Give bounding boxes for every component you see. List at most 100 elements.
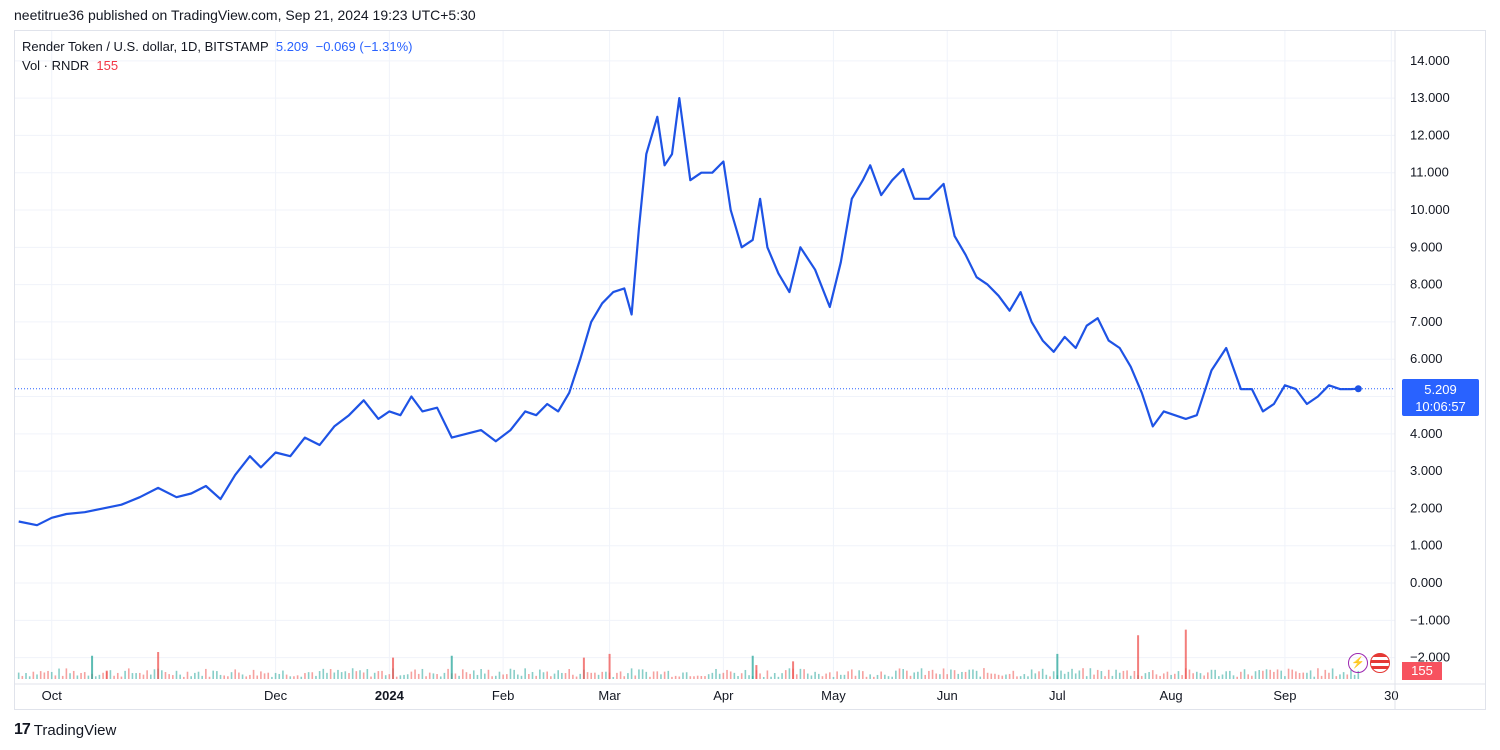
volume-bar: [1287, 668, 1290, 679]
volume-bar: [509, 668, 512, 679]
volume-bar: [865, 676, 868, 679]
tradingview-wordmark: TradingView: [33, 721, 117, 739]
volume-bar: [803, 669, 805, 679]
y-tick-label: 4.000: [1410, 426, 1443, 441]
volume-bar: [491, 676, 493, 679]
volume-bar: [641, 669, 644, 679]
x-tick-label: Jul: [1049, 688, 1066, 703]
volume-bar: [216, 671, 218, 679]
volume-bar: [1034, 673, 1037, 679]
volume-bar: [667, 670, 670, 679]
lightning-icon[interactable]: ⚡: [1348, 653, 1368, 673]
volume-bar: [1232, 675, 1235, 679]
volume-bar: [285, 674, 288, 679]
volume-bar: [810, 675, 813, 679]
volume-bar: [65, 668, 68, 679]
volume-bar: [542, 672, 545, 679]
volume-bar: [1005, 674, 1007, 679]
volume-bar: [876, 674, 879, 679]
volume-bar: [102, 672, 104, 679]
volume-bar: [740, 673, 743, 679]
volume-bar: [726, 669, 728, 679]
volume-bar: [205, 668, 207, 679]
volume-bar: [1162, 673, 1165, 679]
volume-bar: [1118, 672, 1121, 679]
volume-bar: [1302, 672, 1305, 679]
volume-bar: [957, 673, 960, 679]
volume-bar: [1184, 629, 1187, 679]
volume-bar: [1100, 671, 1103, 679]
volume-bar: [234, 669, 237, 679]
volume-bar: [1041, 668, 1044, 679]
legend-symbol[interactable]: Render Token / U.S. dollar, 1D, BITSTAMP: [22, 39, 269, 54]
x-tick-label: Jun: [937, 688, 958, 703]
volume-bar: [1196, 671, 1198, 679]
volume-bar: [1056, 653, 1059, 679]
volume-bar: [25, 673, 27, 679]
volume-bar: [153, 669, 156, 679]
volume-bar: [1258, 670, 1261, 679]
volume-bar: [939, 674, 941, 679]
volume-bar: [172, 675, 174, 679]
volume-bar: [1210, 669, 1213, 679]
volume-bar: [54, 675, 57, 679]
volume-bar: [1133, 670, 1136, 679]
volume-bar: [627, 673, 629, 679]
volume-bar: [839, 674, 842, 679]
volume-bar: [1313, 676, 1316, 679]
volume-bar: [729, 671, 732, 679]
volume-bar: [557, 670, 559, 679]
volume-bar: [616, 672, 618, 679]
legend-vol-label[interactable]: Vol · RNDR: [22, 58, 90, 73]
volume-bar: [498, 671, 501, 679]
volume-bar: [142, 674, 145, 679]
volume-bar: [406, 674, 409, 679]
volume-bar: [326, 672, 328, 679]
volume-bar: [770, 676, 772, 679]
volume-bar: [660, 674, 662, 679]
volume-bar: [715, 668, 717, 679]
volume-bar: [157, 652, 160, 679]
volume-bar: [355, 671, 358, 679]
volume-bar: [1104, 676, 1106, 679]
volume-bar: [432, 673, 435, 679]
tradingview-logo[interactable]: 17 TradingView: [14, 721, 116, 739]
tradingview-mark-icon: 17: [14, 721, 31, 738]
volume-bar: [227, 676, 229, 679]
volume-bar: [851, 669, 853, 679]
volume-bar: [920, 668, 923, 679]
volume-bar: [1166, 671, 1169, 679]
volume-bar: [43, 672, 46, 679]
volume-bar: [1273, 671, 1275, 679]
volume-bar: [638, 669, 640, 679]
volume-bar: [1082, 668, 1084, 679]
volume-bar: [1214, 669, 1216, 679]
volume-bar: [91, 655, 94, 679]
volume-bar: [351, 668, 354, 679]
volume-bar: [946, 674, 949, 679]
volume-bar: [436, 674, 438, 679]
volume-bar: [348, 673, 350, 679]
volume-bar: [403, 674, 405, 679]
chart-frame[interactable]: [14, 30, 1486, 710]
volume-bar: [1144, 673, 1147, 679]
volume-bar: [80, 672, 82, 679]
volume-bar: [164, 672, 167, 679]
volume-bar: [568, 669, 571, 679]
volume-bar: [1074, 673, 1077, 679]
price-line: [18, 96, 1359, 527]
volume-bar: [520, 675, 523, 679]
x-tick-label: Dec: [264, 688, 288, 703]
volume-bar: [968, 669, 971, 679]
volume-bar: [1236, 676, 1238, 679]
volume-bar: [550, 676, 552, 679]
volume-bar: [476, 674, 479, 679]
volume-bar: [161, 670, 163, 679]
volume-bar: [755, 665, 758, 679]
volume-bar: [289, 676, 292, 679]
volume-bar: [847, 671, 849, 679]
volume-bar: [630, 668, 633, 679]
us-flag-icon[interactable]: [1370, 653, 1390, 673]
volume-bar: [447, 668, 449, 679]
